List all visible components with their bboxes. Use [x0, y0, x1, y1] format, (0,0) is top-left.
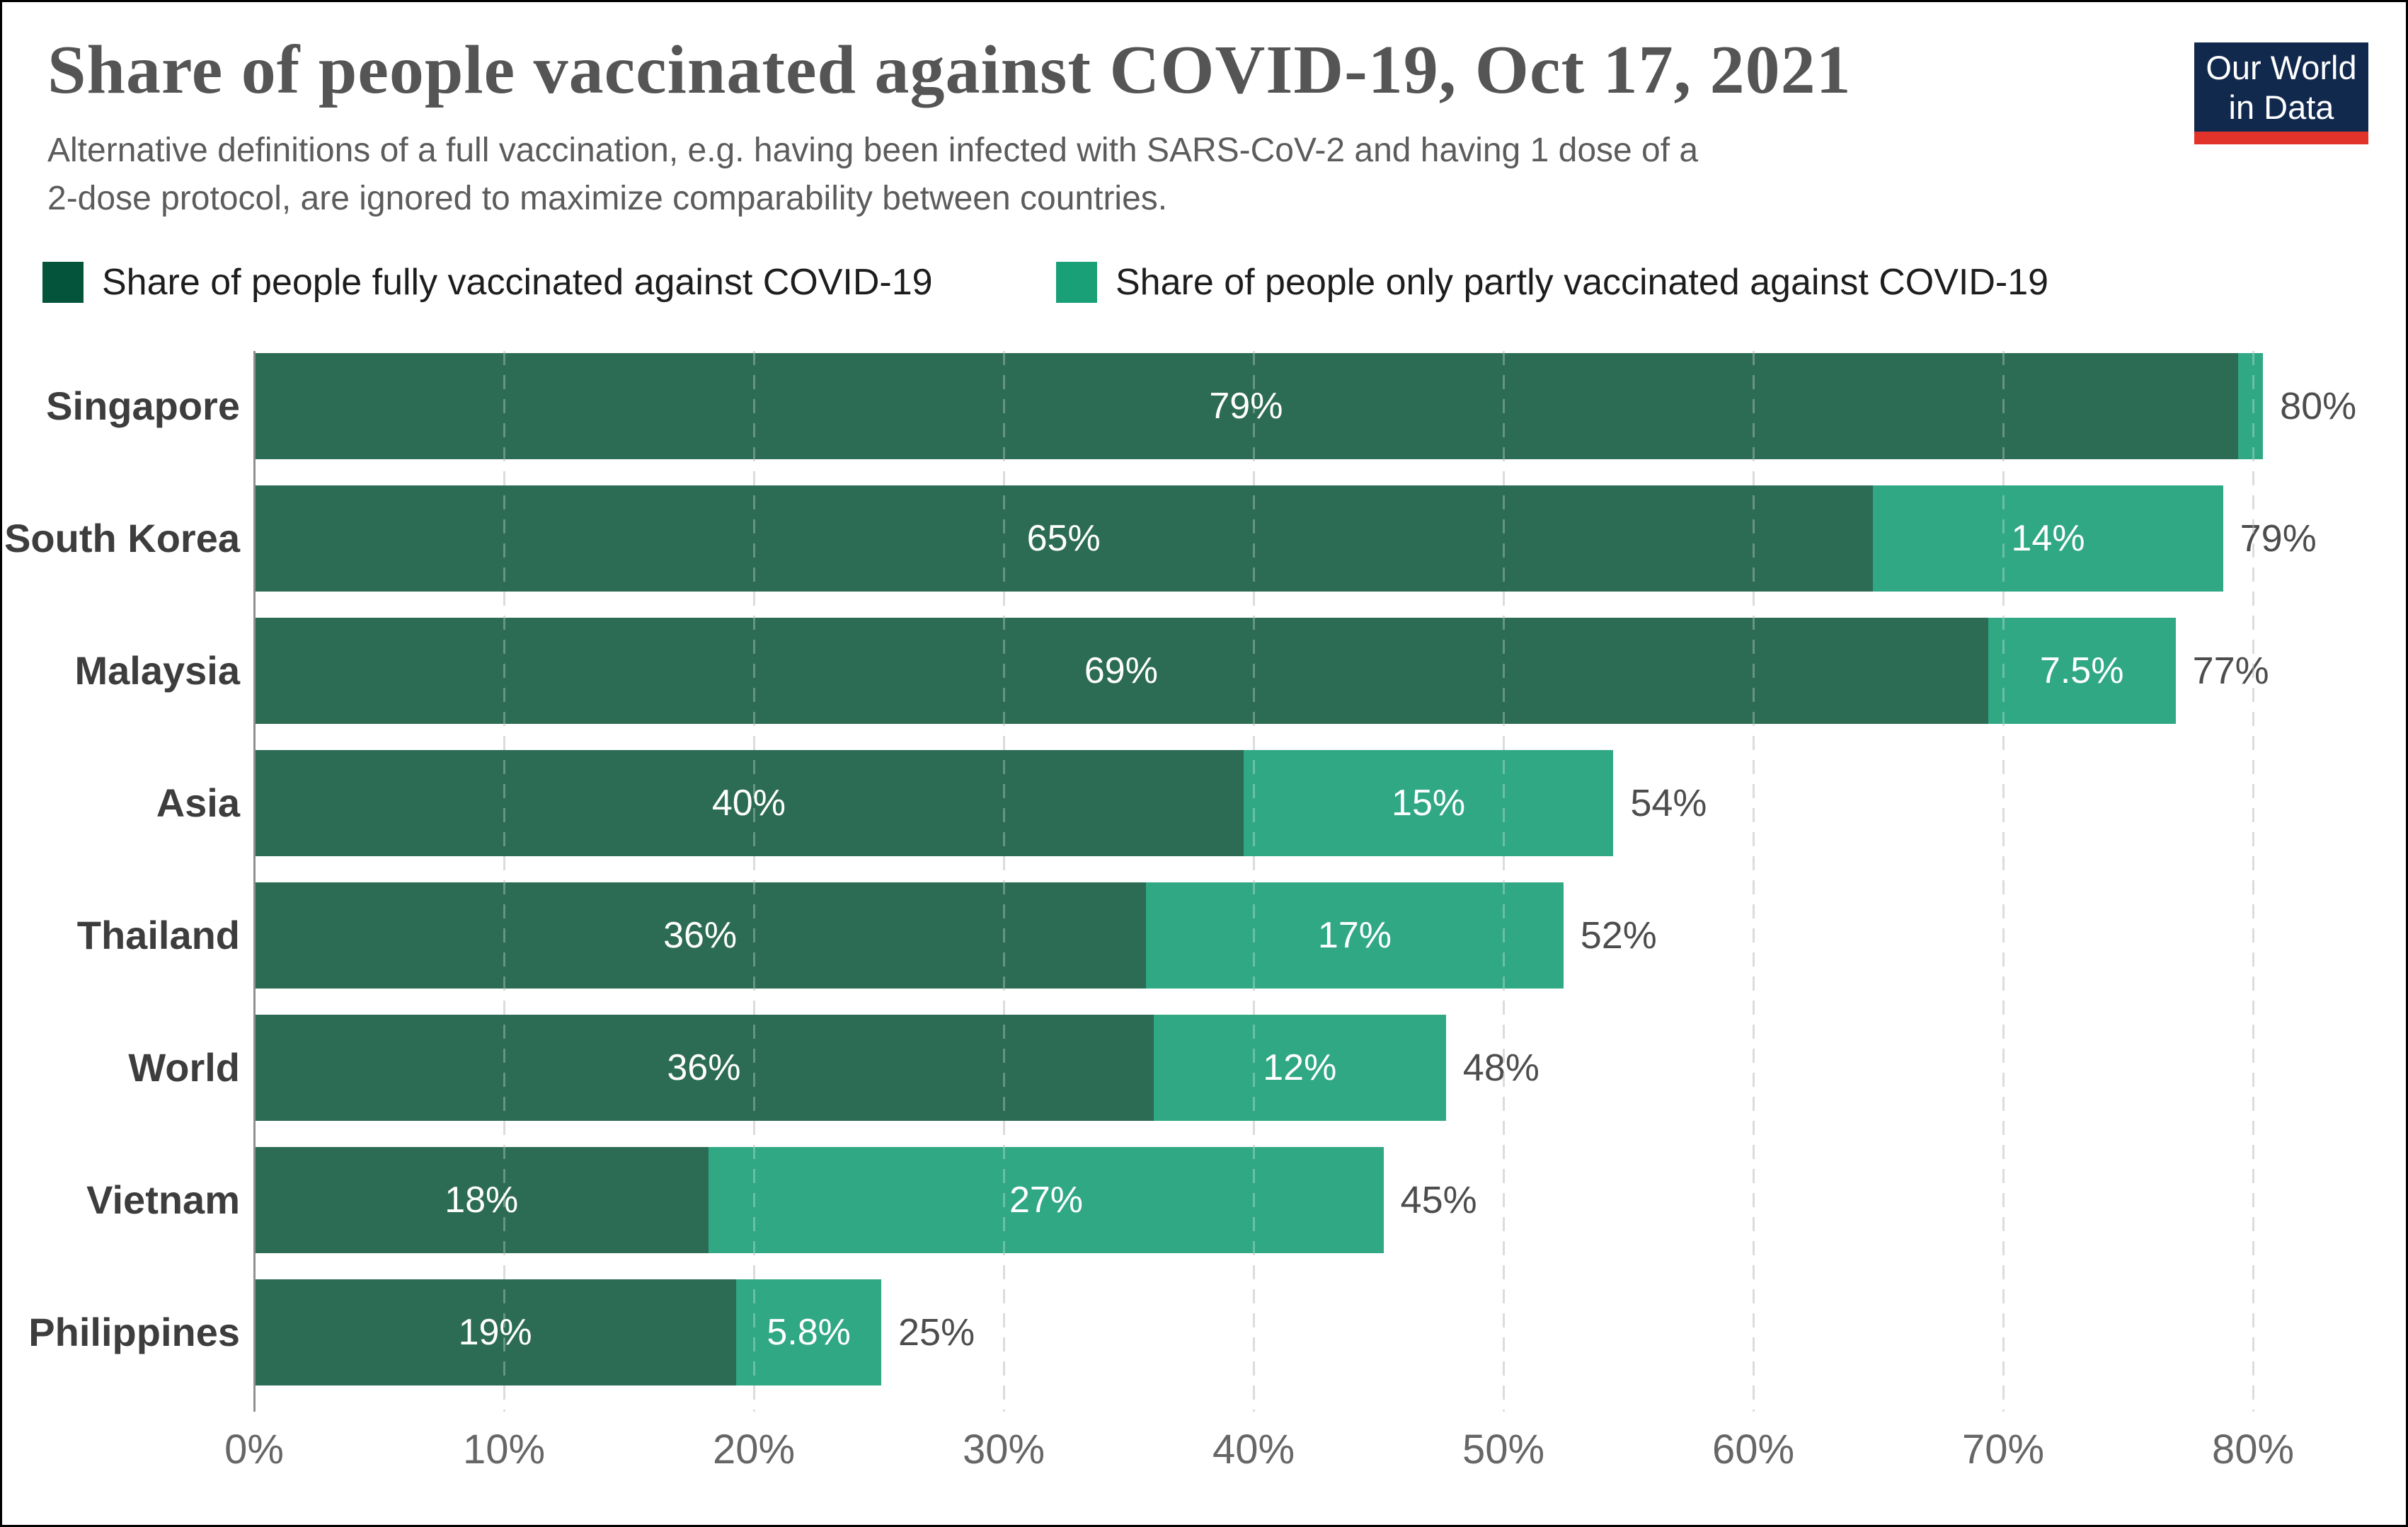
row-label-vietnam: Vietnam [86, 1177, 240, 1222]
x-axis-tick-label: 10% [462, 1427, 546, 1473]
bar-segment-fully-vaccinated: 36% [254, 882, 1147, 989]
bar-total-label: 52% [1580, 914, 1657, 957]
row-label-asia: Asia [156, 780, 240, 825]
bar-total-label: 48% [1462, 1047, 1540, 1089]
row-label-thailand: Thailand [76, 913, 240, 957]
bar-segment-partly-vaccinated: 27% [709, 1147, 1384, 1253]
bar-segment-fully-vaccinated: 65% [254, 485, 1874, 592]
legend-label-fully-vaccinated: Share of people fully vaccinated against… [102, 262, 933, 303]
bar-value-label: 19% [458, 1312, 532, 1353]
bar-value-label: 36% [667, 1047, 741, 1088]
bar-value-label: 40% [711, 783, 786, 824]
gridline-overlay [503, 351, 505, 1412]
bar-value-label: 65% [1026, 518, 1101, 559]
x-axis-tick-label: 80% [2211, 1427, 2295, 1473]
gridline-overlay [2252, 351, 2254, 1412]
bar-value-label: 17% [1317, 915, 1392, 956]
legend-item-fully-vaccinated: Share of people fully vaccinated against… [42, 261, 933, 304]
legend-swatch-fully-vaccinated [42, 262, 84, 303]
bar-segment-fully-vaccinated: 36% [254, 1015, 1154, 1121]
x-axis-tick-label: 20% [712, 1427, 796, 1473]
gridline-overlay [753, 351, 755, 1412]
bar-segment-fully-vaccinated: 18% [254, 1147, 709, 1253]
gridline-overlay [1503, 351, 1505, 1412]
bar-segment-partly-vaccinated: 17% [1146, 882, 1564, 989]
bar-total-label: 77% [2192, 650, 2269, 692]
bar-value-label: 15% [1392, 783, 1466, 824]
bar-value-label: 5.8% [767, 1312, 851, 1353]
row-label-south-korea: South Korea [4, 516, 240, 560]
legend-label-partly-vaccinated: Share of people only partly vaccinated a… [1116, 262, 2049, 303]
owid-logo-underline [2194, 132, 2368, 144]
bar-value-label: 12% [1263, 1047, 1337, 1088]
y-axis-line [253, 351, 256, 1412]
gridline-overlay [1753, 351, 1755, 1412]
gridline-overlay [1003, 351, 1005, 1412]
bar-segment-partly-vaccinated: 7.5% [1988, 618, 2176, 724]
row-label-philippines: Philippines [28, 1310, 240, 1354]
bar-segment-fully-vaccinated: 40% [254, 750, 1244, 856]
bar-segment-fully-vaccinated: 79% [254, 353, 2238, 459]
bar-segment-partly-vaccinated: 14% [1873, 485, 2223, 592]
gridline [1753, 351, 1755, 1412]
row-label-world: World [128, 1045, 240, 1090]
owid-logo-line2: in Data [2228, 88, 2334, 126]
bar-total-label: 25% [898, 1311, 975, 1354]
gridline [1503, 351, 1505, 1412]
x-axis-tick-label: 40% [1212, 1427, 1295, 1473]
bar-value-label: 14% [2011, 518, 2085, 559]
x-axis-tick-label: 30% [962, 1427, 1045, 1473]
gridline-overlay [1253, 351, 1255, 1412]
legend-swatch-partly-vaccinated [1056, 262, 1097, 303]
x-axis-tick-label: 60% [1712, 1427, 1795, 1473]
row-label-malaysia: Malaysia [74, 648, 241, 693]
gridline [503, 351, 505, 1412]
row-label-singapore: Singapore [46, 384, 240, 428]
legend-item-partly-vaccinated: Share of people only partly vaccinated a… [1056, 261, 2048, 304]
bar-total-label: 54% [1630, 782, 1707, 824]
gridline-overlay [2002, 351, 2005, 1412]
bar-value-label: 7.5% [2039, 650, 2124, 691]
x-axis-tick-label: 70% [1961, 1427, 2045, 1473]
bar-segment-partly-vaccinated: 5.8% [736, 1279, 882, 1385]
bar-value-label: 18% [445, 1180, 519, 1221]
gridline [2252, 351, 2254, 1412]
gridline [1253, 351, 1255, 1412]
gridline [2002, 351, 2005, 1412]
bar-value-label: 36% [663, 915, 738, 956]
bar-value-label: 79% [1209, 386, 1283, 427]
owid-logo-line1: Our World [2206, 49, 2357, 86]
bar-value-label: 27% [1009, 1180, 1084, 1221]
gridline [753, 351, 755, 1412]
owid-logo-box: Our World in Data [2194, 42, 2368, 132]
bar-total-label: 79% [2240, 517, 2317, 560]
bar-segment-partly-vaccinated: 15% [1243, 750, 1614, 856]
chart-subtitle: Alternative definitions of a full vaccin… [47, 127, 1698, 223]
chart-title: Share of people vaccinated against COVID… [47, 32, 1852, 108]
bar-segment-partly-vaccinated: 12% [1153, 1015, 1446, 1121]
bar-segment-fully-vaccinated: 19% [254, 1279, 737, 1385]
bar-value-label: 69% [1084, 650, 1158, 691]
x-axis-tick-label: 0% [224, 1427, 284, 1473]
bar-total-label: 45% [1400, 1179, 1477, 1221]
bar-total-label: 80% [2280, 385, 2357, 427]
owid-logo: Our World in Data [2194, 42, 2368, 144]
bar-segment-fully-vaccinated: 69% [254, 618, 1988, 724]
chart-subtitle-line2: 2-dose protocol, are ignored to maximize… [47, 180, 1168, 217]
chart-subtitle-line1: Alternative definitions of a full vaccin… [47, 132, 1699, 169]
x-axis-tick-label: 50% [1462, 1427, 1545, 1473]
gridline [1003, 351, 1005, 1412]
bar-segment-partly-vaccinated [2237, 353, 2264, 459]
